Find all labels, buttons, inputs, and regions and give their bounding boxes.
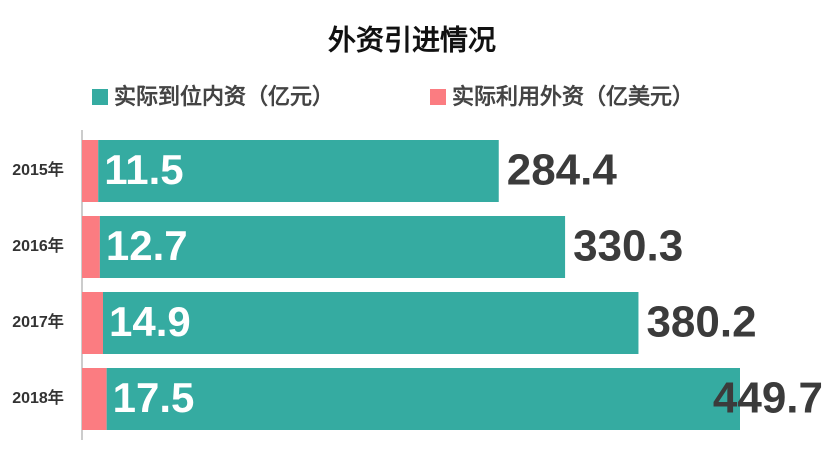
bar-segment <box>82 216 100 278</box>
data-label: 11.5 <box>104 146 183 193</box>
bar-segment <box>106 368 740 430</box>
data-label: 380.2 <box>646 298 756 347</box>
bar-segment <box>99 216 566 278</box>
data-label: 284.4 <box>507 146 618 195</box>
legend-swatch <box>92 89 108 105</box>
data-label: 14.9 <box>109 298 191 345</box>
data-label: 12.7 <box>106 222 188 269</box>
y-tick-label: 2016年 <box>12 236 64 255</box>
bar-segment <box>82 292 103 354</box>
data-label: 17.5 <box>113 374 195 421</box>
legend-label: 实际利用外资（亿美元） <box>452 84 694 109</box>
y-tick-label: 2015年 <box>12 160 64 179</box>
legend-label: 实际到位内资（亿元） <box>114 84 334 109</box>
bar-segment <box>102 292 639 354</box>
chart-title: 外资引进情况 <box>328 24 496 55</box>
y-tick-label: 2018年 <box>12 388 64 407</box>
bar-segment <box>82 140 99 202</box>
data-label: 330.3 <box>573 222 683 271</box>
bar-segment <box>82 368 107 430</box>
data-label: 449.7 <box>713 374 823 423</box>
y-tick-label: 2017年 <box>12 312 64 331</box>
legend-swatch <box>430 89 446 105</box>
bar-segment <box>98 140 499 202</box>
